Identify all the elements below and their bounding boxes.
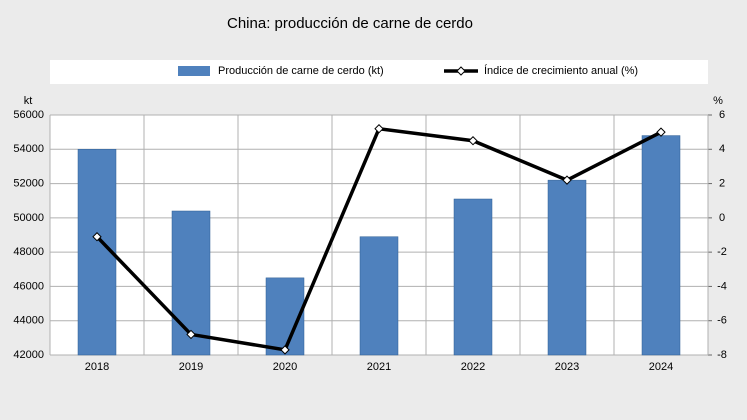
line-marker: [656, 127, 666, 137]
y-tick-label: 44000: [13, 315, 44, 327]
legend-label: Producción de carne de cerdo (kt): [218, 65, 384, 77]
y2-tick-label: 0: [719, 212, 725, 224]
y2-tick-label: 4: [719, 143, 725, 155]
y2-tick-label: -4: [717, 280, 727, 292]
bar: [359, 236, 399, 356]
x-tick-label: 2022: [461, 361, 485, 373]
y2-tick-label: -6: [717, 315, 727, 327]
legend: [50, 60, 708, 84]
line-marker: [468, 136, 478, 146]
y2-axis-label: %: [713, 95, 723, 107]
x-tick-label: 2024: [649, 361, 673, 373]
y-tick-label: 48000: [13, 246, 44, 258]
y2-tick-label: 6: [719, 109, 725, 121]
x-tick-label: 2019: [179, 361, 203, 373]
y-tick-label: 42000: [13, 349, 44, 361]
y-tick-label: 54000: [13, 143, 44, 155]
y-tick-label: 46000: [13, 280, 44, 292]
line-marker: [92, 232, 102, 242]
line-marker: [186, 329, 196, 340]
bar: [453, 198, 493, 356]
x-tick-label: 2023: [555, 361, 579, 373]
y2-tick-label: -8: [717, 349, 727, 361]
line-marker: [562, 175, 572, 185]
y2-tick-label: 2: [719, 177, 725, 189]
legend-swatch: [178, 66, 210, 76]
chart-title: China: producción de carne de cerdo: [227, 15, 473, 32]
line-marker: [374, 124, 384, 134]
bar: [641, 135, 681, 356]
x-tick-label: 2021: [367, 361, 391, 373]
x-tick-label: 2020: [273, 361, 297, 373]
legend-marker: [456, 66, 466, 76]
bar: [547, 179, 587, 356]
legend-label: Índice de crecimiento anual (%): [484, 64, 638, 77]
y-tick-label: 50000: [13, 212, 44, 224]
y2-tick-label: -2: [717, 246, 727, 258]
y-tick-label: 52000: [13, 177, 44, 189]
y-tick-label: 56000: [13, 109, 44, 121]
line-marker: [280, 345, 290, 355]
x-tick-label: 2018: [85, 361, 109, 373]
y-axis-label: kt: [24, 95, 33, 107]
